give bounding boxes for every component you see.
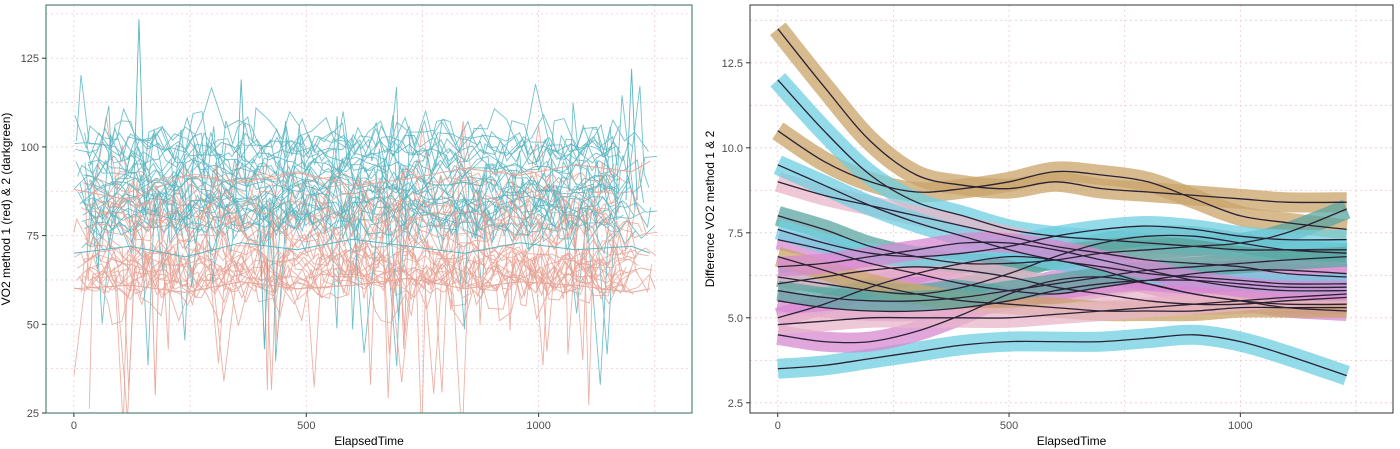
right-x-tick-label: 0 [775, 420, 781, 432]
left-trace-line [84, 86, 620, 269]
left-trace-line [73, 204, 637, 391]
right-y-tick-label: 12.5 [722, 58, 743, 70]
left-trace-line [79, 152, 609, 207]
left-y-tick-label: 100 [21, 142, 39, 154]
left-trace-spike [149, 200, 162, 396]
left-trace-line [88, 125, 613, 385]
right-y-tick-label: 2.5 [728, 398, 743, 410]
left-trace-line [83, 85, 650, 201]
right-series-line-13 [777, 279, 1347, 313]
left-y-tick-label: 25 [27, 408, 39, 420]
left-trace-texture [73, 19, 658, 413]
left-trace-line [92, 116, 618, 173]
left-trace-spike [258, 200, 271, 350]
left-trace-spike [132, 19, 145, 201]
right-series-line-15 [777, 293, 1347, 326]
left-trace-line [84, 228, 633, 269]
right-x-tick-label: 1000 [1228, 420, 1252, 432]
right-series-line-14 [777, 255, 1347, 312]
left-trace-line [91, 266, 634, 413]
left-trace-line [86, 132, 621, 294]
right-series-line-1 [777, 28, 1347, 204]
left-y-tick-label: 75 [27, 231, 39, 243]
right-series-line-16 [777, 164, 1347, 285]
right-series-line-12 [777, 225, 1347, 258]
left-trace-line [86, 120, 633, 350]
right-x-axis-title: ElapsedTime [1037, 434, 1107, 448]
left-x-tick-label: 1000 [526, 420, 550, 432]
left-x-tick-label: 500 [297, 420, 315, 432]
right-series-line-18 [777, 241, 1347, 292]
left-trace-line [80, 252, 632, 301]
left-trace-line [75, 255, 627, 310]
left-trace-line [89, 214, 658, 240]
right-smooth-lines [777, 28, 1347, 377]
left-trace-line [81, 196, 632, 255]
left-trace-line [74, 84, 633, 162]
left-trace-line [87, 205, 613, 354]
left-trace-line [74, 161, 657, 267]
right-y-tick-label: 5.0 [728, 313, 743, 325]
left-chart-panel: 0 500 1000 25 50 75 100 125 ElapsedTime VO2 metho… [0, 4, 693, 448]
left-series-line-2 [73, 238, 651, 258]
left-trace-line [74, 107, 649, 164]
left-trace-spike [235, 79, 248, 201]
left-trace-line [85, 116, 637, 253]
right-series-line-2 [777, 130, 1347, 231]
right-series-line-11 [777, 266, 1347, 306]
left-trace-line [73, 189, 648, 399]
left-trace-line [79, 87, 633, 194]
left-series-line-1 [73, 160, 651, 201]
left-y-tick-label: 125 [21, 53, 39, 65]
left-x-tick-label: 0 [71, 420, 77, 432]
left-y-axis-title: VO2 method 1 (red) & 2 (darkgreen) [0, 113, 13, 306]
left-trace-line [87, 193, 649, 393]
left-trace-line [82, 249, 653, 413]
left-gridlines [46, 5, 692, 414]
right-x-tick-label: 500 [1000, 420, 1018, 432]
left-series-line-3 [73, 277, 651, 293]
right-chart-panel: 0 500 1000 2.5 5.0 7.5 10.0 12.5 ElapsedTime Diff… [703, 4, 1394, 448]
left-trace-line [87, 148, 620, 194]
right-plot-border [749, 4, 1394, 414]
right-y-axis-title: Difference VO2 method 1 & 2 [703, 130, 717, 287]
left-trace-line [75, 153, 657, 330]
left-y-tick-label: 50 [27, 319, 39, 331]
left-x-axis-title: ElapsedTime [334, 434, 404, 448]
right-series-line-4 [777, 334, 1347, 377]
right-y-tick-label: 10.0 [722, 143, 743, 155]
left-trace-spike [397, 200, 410, 350]
left-plot-border [45, 4, 693, 414]
right-y-tick-label: 7.5 [728, 228, 743, 240]
left-trace-line [80, 196, 620, 366]
right-series-line-17 [777, 255, 1347, 302]
left-trace-line [88, 190, 625, 409]
right-series-line-6 [777, 238, 1347, 295]
left-trace-spike [625, 68, 638, 201]
